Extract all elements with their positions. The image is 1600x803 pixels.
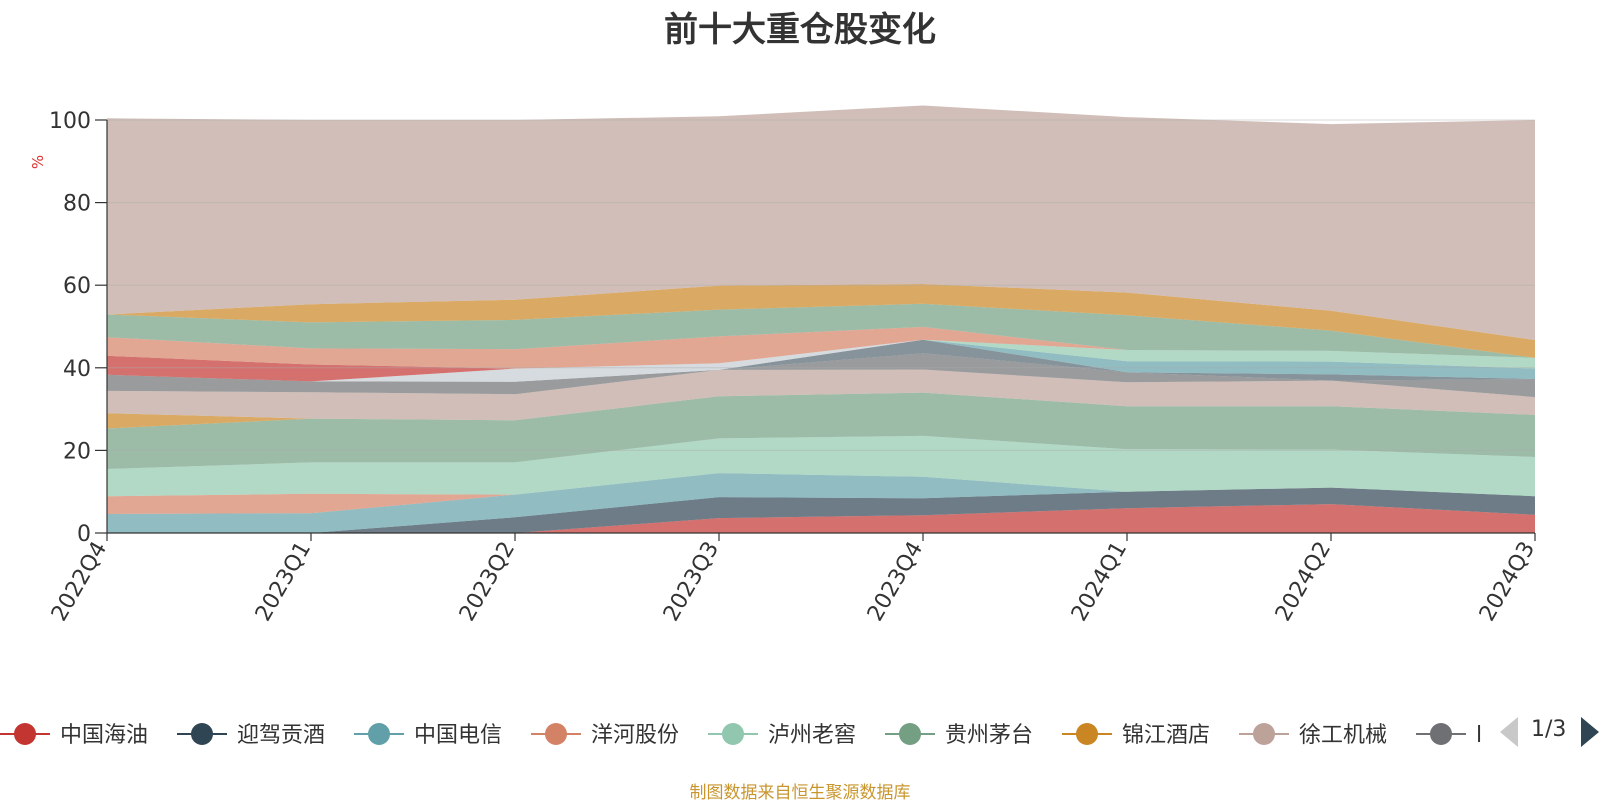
y-tick-label: 20 [63, 439, 91, 464]
legend-label: 中国海油 [60, 723, 148, 748]
legend-marker-icon [722, 723, 744, 745]
legend: 中国海油 迎驾贡酒 中国电信 洋河股份 泸州老窖 贵州茅台 锦江酒店 徐工机械 l [0, 723, 1482, 748]
area-series-18 [107, 105, 1535, 341]
area-series-10 [107, 339, 1535, 382]
legend-item-9[interactable]: l [1416, 723, 1482, 748]
legend-marker-icon [191, 723, 213, 745]
x-tick-label: 2023Q2 [455, 538, 520, 626]
legend-item-6[interactable]: 贵州茅台 [885, 723, 1033, 748]
data-source-note: 制图数据来自恒生聚源数据库 [689, 783, 911, 803]
x-tick-label: 2022Q4 [47, 538, 112, 626]
y-tick-label: 80 [63, 192, 91, 217]
legend-item-7[interactable]: 锦江酒店 [1062, 723, 1210, 748]
legend-label: 锦江酒店 [1122, 723, 1210, 748]
legend-item-1[interactable]: 中国海油 [0, 723, 148, 748]
y-tick-label: 40 [63, 357, 91, 382]
grid-layer [107, 119, 1535, 451]
legend-page-indicator: 1/3 [1531, 717, 1567, 742]
area-series-12 [107, 339, 1535, 382]
legend-pager: 1/3 [1500, 717, 1600, 751]
legend-label: 贵州茅台 [945, 723, 1033, 748]
chart-title: 前十大重仓股变化 [664, 10, 936, 50]
legend-marker-icon [899, 723, 921, 745]
legend-marker-icon [1253, 723, 1275, 745]
y-tick-label: 100 [49, 109, 91, 134]
area-series-3 [107, 473, 1535, 533]
legend-item-2[interactable]: 迎驾贡酒 [177, 723, 325, 748]
legend-next-page-icon[interactable] [1581, 717, 1599, 747]
y-tick-label: 0 [77, 522, 91, 547]
legend-label: 迎驾贡酒 [237, 723, 325, 748]
legend-label: 徐工机械 [1299, 723, 1387, 748]
x-tick-label: 2024Q1 [1067, 538, 1132, 626]
area-series-1 [107, 504, 1535, 533]
legend-item-4[interactable]: 洋河股份 [531, 723, 679, 748]
area-series-6 [107, 392, 1535, 469]
x-tick-label: 2024Q3 [1475, 538, 1540, 626]
legend-item-8[interactable]: 徐工机械 [1239, 723, 1387, 748]
y-axis-label: % [29, 155, 47, 169]
legend-item-3[interactable]: 中国电信 [354, 723, 502, 748]
area-series-16 [107, 303, 1535, 358]
area-series-14 [107, 339, 1535, 382]
x-tick-label: 2024Q2 [1271, 538, 1336, 626]
area-series-13 [107, 339, 1535, 382]
x-tick-label: 2023Q1 [251, 538, 316, 626]
legend-marker-icon [1076, 723, 1098, 745]
legend-marker-icon [14, 723, 36, 745]
area-series-9 [107, 353, 1535, 398]
area-layer [107, 105, 1535, 533]
legend-item-5[interactable]: 泸州老窖 [708, 723, 856, 748]
area-series-15 [107, 326, 1535, 369]
legend-marker-icon [545, 723, 567, 745]
x-tick-label: 2023Q4 [863, 538, 928, 626]
area-series-17 [107, 284, 1535, 358]
y-tick-label: 60 [63, 274, 91, 299]
legend-prev-page-icon[interactable] [1500, 717, 1518, 747]
legend-label: 洋河股份 [591, 723, 679, 748]
legend-label: l [1476, 723, 1482, 748]
area-series-2 [107, 487, 1535, 533]
legend-label: 中国电信 [414, 723, 502, 748]
x-tick-label: 2023Q3 [659, 538, 724, 626]
legend-label: 泸州老窖 [768, 723, 856, 748]
area-series-5 [107, 435, 1535, 497]
area-series-4 [107, 473, 1535, 514]
legend-marker-icon [368, 723, 390, 745]
legend-marker-icon [1430, 723, 1452, 745]
area-series-8 [107, 369, 1535, 421]
